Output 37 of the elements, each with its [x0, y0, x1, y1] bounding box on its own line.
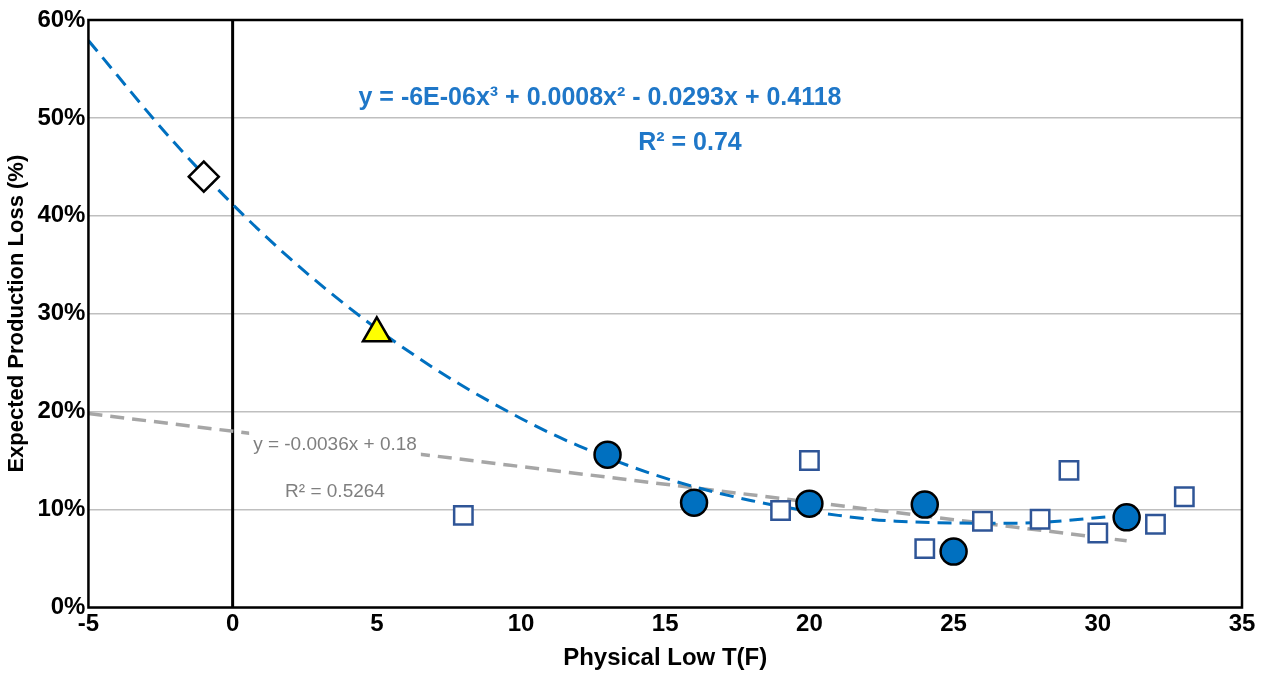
point	[1173, 486, 1195, 508]
point	[1087, 522, 1109, 544]
x-tick-label: 35	[1228, 609, 1256, 637]
point	[1029, 508, 1051, 530]
x-tick-label: 10	[507, 609, 535, 637]
point	[679, 488, 709, 517]
x-tick-label: 5	[370, 609, 384, 637]
annotation: y = -6E-06x³ + 0.0008x² - 0.0293x + 0.4118	[358, 81, 842, 110]
annotation: y = -0.0036x + 0.18	[253, 433, 417, 455]
point	[798, 450, 820, 471]
point	[187, 160, 221, 193]
point	[1058, 459, 1080, 481]
y-tick-label: 20%	[37, 396, 86, 424]
point	[770, 500, 792, 521]
point	[593, 440, 622, 469]
y-tick-label: 10%	[37, 494, 86, 522]
point	[910, 490, 940, 519]
y-axis-title: Expected Production Loss (%)	[3, 154, 29, 473]
annotation: R² = 0.74	[638, 126, 742, 155]
annotation: R² = 0.5264	[285, 480, 386, 502]
y-tick-label: 30%	[37, 298, 86, 326]
point	[972, 510, 993, 532]
point	[1145, 513, 1166, 535]
y-tick-label: 40%	[37, 200, 86, 228]
point	[452, 504, 474, 526]
point	[939, 537, 968, 566]
point	[1112, 503, 1141, 532]
y-tick-label: 60%	[37, 4, 86, 32]
y-tick-label: 50%	[37, 102, 86, 130]
x-tick-label: 20	[796, 609, 823, 637]
x-tick-label: 15	[651, 609, 679, 637]
point	[914, 538, 936, 560]
x-axis-title: Physical Low T(F)	[563, 643, 768, 671]
x-tick-label: 25	[940, 609, 967, 637]
point	[795, 489, 824, 518]
x-tick-label: 0	[225, 609, 240, 637]
x-tick-label: 30	[1084, 609, 1112, 637]
